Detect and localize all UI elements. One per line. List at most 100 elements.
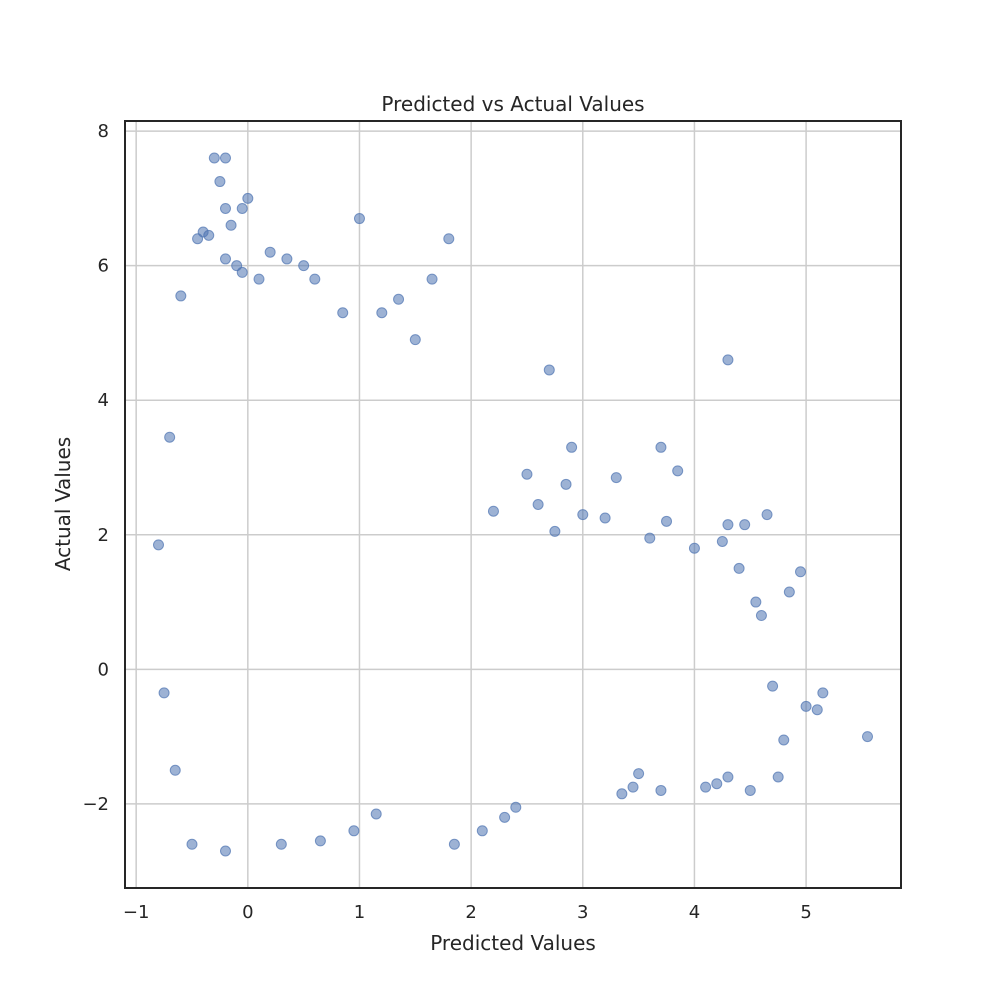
data-point xyxy=(778,734,790,746)
data-point xyxy=(236,202,248,214)
data-point xyxy=(800,700,812,712)
data-point xyxy=(722,519,734,531)
data-point xyxy=(644,532,656,544)
data-point xyxy=(817,687,829,699)
data-point xyxy=(722,771,734,783)
data-point xyxy=(169,764,181,776)
data-point xyxy=(560,478,572,490)
data-point xyxy=(577,509,589,521)
data-point xyxy=(521,468,533,480)
data-point xyxy=(811,704,823,716)
data-point xyxy=(443,233,455,245)
data-point xyxy=(627,781,639,793)
data-point xyxy=(281,253,293,265)
data-point xyxy=(275,838,287,850)
data-point xyxy=(510,801,522,813)
data-point xyxy=(739,519,751,531)
x-tick-label: 3 xyxy=(577,902,588,923)
data-point xyxy=(426,273,438,285)
data-point xyxy=(487,505,499,517)
data-point xyxy=(376,307,388,319)
data-point xyxy=(164,431,176,443)
data-point xyxy=(761,509,773,521)
data-point xyxy=(672,465,684,477)
data-point xyxy=(448,838,460,850)
x-axis-label: Predicted Values xyxy=(430,931,596,955)
data-point xyxy=(655,784,667,796)
data-points xyxy=(152,152,874,857)
data-point xyxy=(733,562,745,574)
data-point xyxy=(393,293,405,305)
x-tick-label: 4 xyxy=(689,902,700,923)
data-point xyxy=(203,229,215,241)
x-tick-label: 0 xyxy=(242,902,253,923)
data-point xyxy=(722,354,734,366)
data-point xyxy=(253,273,265,285)
data-point xyxy=(158,687,170,699)
data-point xyxy=(661,515,673,527)
data-point xyxy=(152,539,164,551)
data-point xyxy=(711,778,723,790)
data-point xyxy=(795,566,807,578)
data-point xyxy=(688,542,700,554)
data-point xyxy=(370,808,382,820)
y-tick-label: 6 xyxy=(98,256,109,277)
data-point xyxy=(337,307,349,319)
data-point xyxy=(543,364,555,376)
data-point xyxy=(700,781,712,793)
data-point xyxy=(633,768,645,780)
data-point xyxy=(309,273,321,285)
data-point xyxy=(219,152,231,164)
data-point xyxy=(219,253,231,265)
x-tick-label: −1 xyxy=(123,902,150,923)
data-point xyxy=(755,610,767,622)
data-point xyxy=(549,525,561,537)
data-point xyxy=(219,845,231,857)
data-point xyxy=(353,213,365,225)
data-point xyxy=(783,586,795,598)
data-point xyxy=(566,441,578,453)
data-point xyxy=(610,472,622,484)
x-tick-label: 1 xyxy=(354,902,365,923)
data-point xyxy=(242,192,254,204)
data-point xyxy=(616,788,628,800)
data-point xyxy=(772,771,784,783)
data-point xyxy=(744,784,756,796)
data-point xyxy=(655,441,667,453)
data-point xyxy=(264,246,276,258)
chart-title: Predicted vs Actual Values xyxy=(381,92,644,116)
data-point xyxy=(716,536,728,548)
data-point xyxy=(219,202,231,214)
plot-frame xyxy=(124,120,902,889)
data-point xyxy=(750,596,762,608)
data-point xyxy=(214,176,226,188)
data-point xyxy=(476,825,488,837)
data-point xyxy=(314,835,326,847)
data-point xyxy=(599,512,611,524)
data-point xyxy=(186,838,198,850)
data-point xyxy=(236,266,248,278)
x-tick-label: 2 xyxy=(465,902,476,923)
data-point xyxy=(532,499,544,510)
y-axis-label: Actual Values xyxy=(51,437,75,571)
data-point xyxy=(409,334,421,346)
data-point xyxy=(175,290,187,302)
data-point xyxy=(225,219,237,231)
data-point xyxy=(208,152,220,164)
y-tick-label: 8 xyxy=(98,121,109,142)
data-point xyxy=(499,811,511,823)
y-tick-label: 4 xyxy=(98,390,109,411)
x-axis-ticks: −1 0 1 2 3 4 5 xyxy=(123,902,812,923)
y-tick-label: −2 xyxy=(82,794,109,815)
data-point xyxy=(298,260,310,272)
grid-lines xyxy=(125,121,901,888)
x-tick-label: 5 xyxy=(800,902,811,923)
y-tick-label: 0 xyxy=(98,659,109,680)
data-point xyxy=(348,825,360,837)
data-point xyxy=(862,731,874,743)
y-tick-label: 2 xyxy=(98,525,109,546)
y-axis-ticks: −2 0 2 4 6 8 xyxy=(82,121,109,815)
data-point xyxy=(767,680,779,692)
